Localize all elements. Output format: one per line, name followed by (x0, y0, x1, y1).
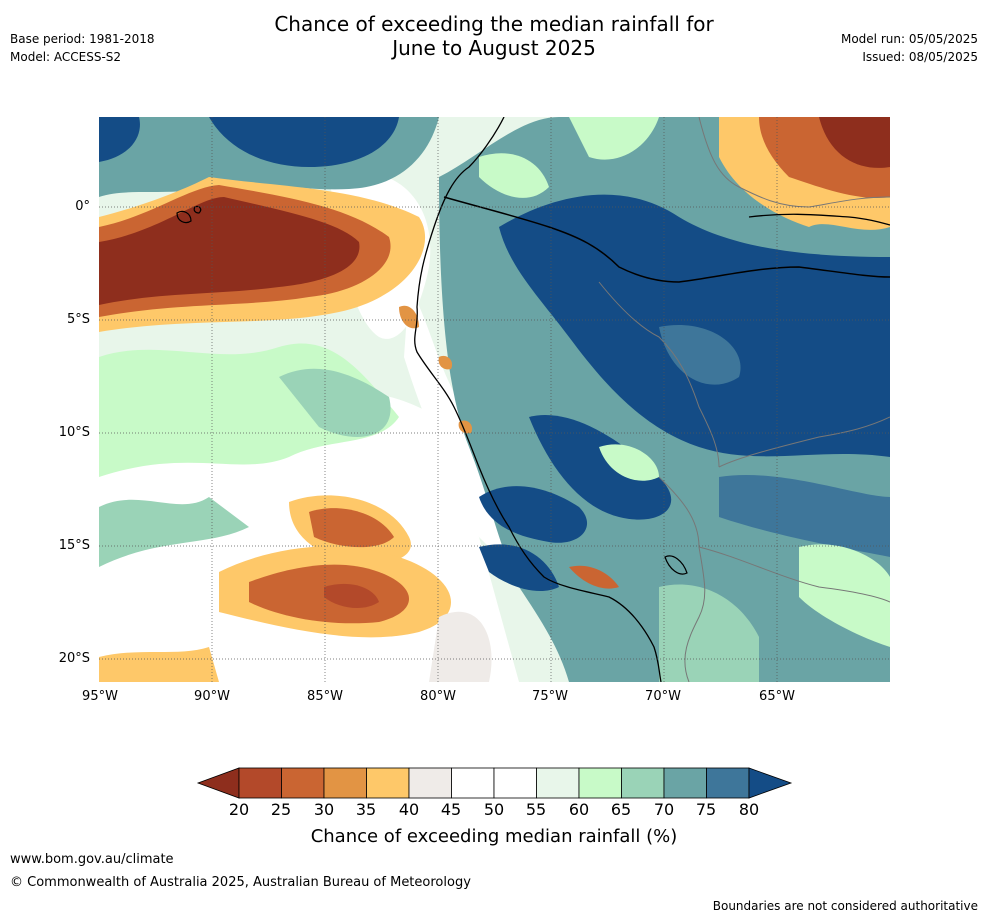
colorbar-arrow-high (748, 767, 793, 799)
dry-area (99, 647, 219, 682)
colorbar-tick: 45 (440, 800, 462, 819)
country-border (748, 213, 890, 226)
colorbar-tick: 65 (610, 800, 632, 819)
coastline (414, 117, 662, 682)
country-border (718, 416, 890, 468)
meta-right: Model run: 05/05/2025 Issued: 08/05/2025 (841, 30, 978, 66)
colorbar-tick: 55 (525, 800, 547, 819)
colorbar-tick: 70 (653, 800, 675, 819)
colorbar-segment (323, 767, 367, 799)
green-area (279, 368, 391, 437)
wet-area (499, 194, 890, 457)
wet-area (529, 415, 672, 520)
colorbar-segments (196, 767, 793, 799)
galapagos-islands (176, 210, 192, 224)
lat-label: 5°S (66, 312, 90, 327)
lon-label: 95°W (82, 689, 118, 704)
dry-area (324, 583, 379, 609)
colorbar-segment (408, 767, 452, 799)
lon-label: 85°W (307, 689, 343, 704)
meta-left: Base period: 1981-2018 Model: ACCESS-S2 (10, 30, 155, 66)
lat-label: 10°S (58, 425, 90, 440)
disclaimer-text: Boundaries are not considered authoritat… (712, 899, 978, 913)
green-area (569, 117, 659, 160)
lat-label: 15°S (58, 538, 90, 553)
green-area (99, 497, 249, 567)
colorbar-segment (706, 767, 750, 799)
graticule (99, 117, 890, 682)
dry-area (819, 117, 890, 168)
colorbar-tick: 80 (738, 800, 760, 819)
green-area (599, 444, 659, 481)
colorbar-segment (451, 767, 495, 799)
wet-area (719, 474, 890, 557)
colorbar-label: Chance of exceeding median rainfall (%) (310, 826, 678, 847)
wet-area (659, 325, 741, 385)
colorbar-tick: 20 (228, 800, 250, 819)
colorbar-tick: 25 (270, 800, 292, 819)
wet-area (99, 117, 140, 162)
colorbar-segment (536, 767, 580, 799)
rainfall-map (99, 117, 890, 682)
colorbar-segment (366, 767, 410, 799)
colorbar-arrow-low (196, 767, 240, 799)
colorbar-segment (493, 767, 537, 799)
lake-titicaca (664, 555, 688, 575)
lon-label: 70°W (645, 689, 681, 704)
colorbar-tick: 50 (483, 800, 505, 819)
neutral-area (429, 611, 492, 682)
colorbar-tick: 75 (695, 800, 717, 819)
green-area (799, 544, 890, 647)
dry-area (399, 305, 419, 329)
issued-date: Issued: 08/05/2025 (862, 50, 978, 64)
colorbar-segment (578, 767, 622, 799)
lon-label: 90°W (194, 689, 230, 704)
dry-area (438, 355, 453, 370)
title-line-2: June to August 2025 (392, 36, 596, 60)
wet-area (209, 117, 399, 167)
title-line-1: Chance of exceeding the median rainfall … (274, 12, 714, 36)
colorbar-segment (238, 767, 282, 799)
lon-label: 65°W (759, 689, 795, 704)
colorbar-tick: 35 (355, 800, 377, 819)
wet-area (479, 544, 559, 592)
country-border (658, 476, 706, 682)
base-period: Base period: 1981-2018 (10, 32, 155, 46)
country-border (698, 546, 890, 603)
model-name: Model: ACCESS-S2 (10, 50, 122, 64)
country-border (598, 281, 720, 468)
lat-label: 0° (75, 199, 90, 214)
wet-area (479, 486, 588, 543)
dry-area (309, 508, 394, 548)
colorbar-ticks: 20 25 30 35 40 45 50 55 60 65 70 75 80 (0, 800, 988, 820)
green-area (659, 584, 759, 682)
country-border (698, 117, 890, 208)
colorbar-tick: 40 (398, 800, 420, 819)
colorbar-tick: 60 (568, 800, 590, 819)
model-run: Model run: 05/05/2025 (840, 32, 978, 46)
country-border (443, 196, 890, 283)
colorbar-segment (281, 767, 325, 799)
lon-label: 80°W (420, 689, 456, 704)
dry-area (569, 565, 619, 589)
lat-label: 20°S (58, 651, 90, 666)
colorbar-segment (663, 767, 707, 799)
map-title: Chance of exceeding the median rainfall … (0, 12, 988, 60)
colorbar (196, 767, 793, 799)
dry-area (99, 197, 360, 305)
lon-label: 75°W (532, 689, 568, 704)
colorbar-tick: 30 (313, 800, 335, 819)
green-area (479, 153, 549, 198)
website-link[interactable]: www.bom.gov.au/climate (10, 852, 174, 867)
copyright-text: © Commonwealth of Australia 2025, Austra… (10, 875, 471, 890)
colorbar-segment (621, 767, 665, 799)
